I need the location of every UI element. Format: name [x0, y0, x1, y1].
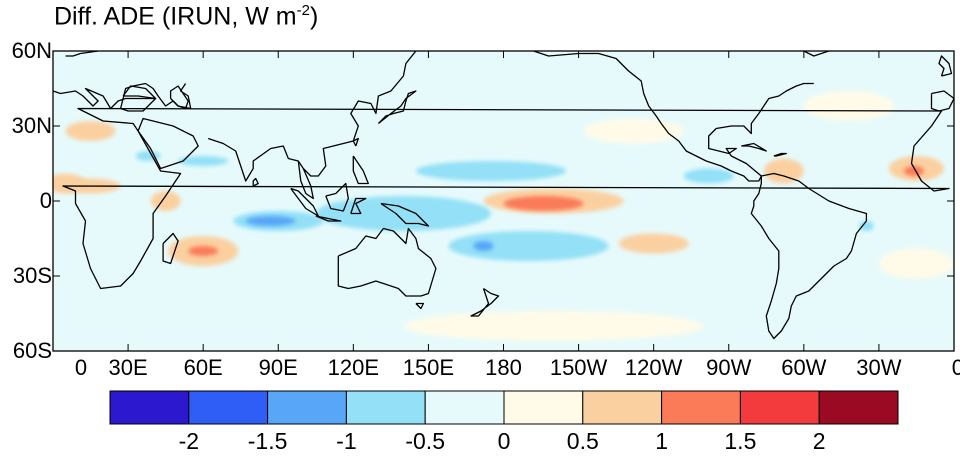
anomaly-arabian-sea-cool: [178, 156, 229, 166]
colorbar-swatch: [424, 390, 505, 425]
anomaly-eq-pacific-warm-core: [503, 196, 584, 211]
colorbar-tick-label: 0.5: [566, 428, 599, 454]
colorbar-swatch: [818, 390, 899, 425]
lat-label: 60S: [12, 338, 52, 363]
coastline-iberia: [930, 90, 954, 112]
colorbar-swatch: [739, 390, 820, 425]
coastline-borneo: [325, 182, 349, 212]
coastline-north-america: [533, 51, 814, 182]
anomaly-southern-ocean-warm: [403, 311, 704, 341]
coastline-greenland-edge: [803, 51, 830, 57]
colorbar-tick-label: 1: [655, 428, 668, 454]
coastline-taiwan: [352, 137, 359, 147]
lon-label: 150E: [402, 355, 455, 380]
anomaly-indian-ocean-cool-core: [245, 216, 296, 226]
lon-label: 60W: [781, 355, 827, 380]
anomaly-se-pacific-warm: [618, 233, 689, 254]
coastline-uk: [938, 55, 953, 77]
plot-title: Diff. ADE (IRUN, W m-2): [54, 2, 319, 31]
colorbar-swatch: [582, 390, 663, 425]
colorbar-swatch: [109, 390, 190, 425]
coastline-madagascar: [162, 232, 179, 265]
lon-label: 30W: [856, 355, 902, 380]
coastline-arabia: [137, 117, 199, 170]
colorbar-tick-label: 2: [812, 428, 826, 454]
anomaly-west-african-coast-core: [903, 166, 924, 176]
lat-label: 60N: [11, 38, 52, 63]
lon-label: 0: [74, 355, 88, 380]
anomaly-southern-ocean-cool: [203, 311, 404, 341]
coastlines: [53, 51, 954, 340]
colorbar-swatch: [661, 390, 741, 425]
coastline-sulawesi: [350, 197, 367, 215]
anomaly-north-pacific-cool: [478, 76, 654, 116]
lon-label: 180: [485, 355, 522, 380]
coastline-new-zealand: [470, 287, 500, 317]
coastline-south-america: [750, 172, 868, 340]
anomaly-north-atlantic-warm: [803, 91, 894, 121]
anomaly-red-sea-cool: [135, 151, 161, 161]
anomaly-north-pacific-warm: [583, 118, 684, 144]
colorbar-swatch: [345, 390, 426, 425]
coastline-black-sea: [122, 85, 157, 100]
coastline-sri-lanka: [252, 177, 259, 187]
anomaly-caribbean-warm: [763, 158, 804, 184]
colorbar-swatch: [267, 390, 347, 425]
coastline-hispaniola: [773, 152, 787, 157]
colorbar-swatch: [188, 390, 269, 425]
axis-ticks: [52, 50, 955, 352]
colorbar-tick-label: -1.5: [247, 428, 288, 454]
coastline-japan: [377, 90, 417, 125]
colorbar-tick-label: -1: [336, 428, 357, 454]
lon-label: 120W: [624, 355, 683, 380]
colorbar-swatch: [503, 390, 584, 425]
anomaly-south-pacific-cool: [448, 231, 609, 261]
anomaly-madagascar-warm-core: [188, 246, 219, 256]
coastline-philippines: [352, 155, 369, 185]
lon-label: 0: [951, 355, 960, 380]
coastline-africa: [62, 107, 950, 290]
coastline-cuba: [741, 142, 767, 152]
lon-label: 30E: [108, 355, 148, 380]
coastline-java: [315, 215, 342, 222]
lat-label: 0: [39, 188, 52, 213]
coastline-sumatra: [290, 187, 319, 217]
coastline-tasmania: [415, 302, 425, 310]
colorbar: [109, 390, 899, 425]
coastline-scandinavia: [65, 51, 99, 57]
coastline-new-guinea: [380, 202, 430, 227]
anomaly-east-africa-warm: [150, 191, 181, 211]
anomaly-south-pacific-cool-core: [473, 241, 494, 251]
colorbar-tick-label: 1.5: [724, 428, 757, 454]
lon-label: 90W: [706, 355, 752, 380]
colorbar-tick-label: 0: [497, 428, 511, 454]
lon-label: 150W: [549, 355, 608, 380]
colorbar-tick-label: -0.5: [405, 428, 445, 454]
anomaly-maritime-continent-cool: [315, 196, 491, 231]
lon-label: 90E: [258, 355, 298, 380]
anomaly-ne-pacific-cool: [683, 168, 734, 184]
lat-label: 30N: [11, 113, 52, 138]
anomaly-west-pacific-north-cool: [415, 161, 567, 181]
lon-label: 120E: [327, 355, 380, 380]
coastline-india: [207, 51, 417, 182]
anomaly-field: [53, 51, 954, 351]
lon-label: 60E: [183, 355, 223, 380]
coastline-malay-peninsula: [297, 160, 314, 200]
colorbar-tick-label: -2: [178, 428, 200, 454]
anomaly-south-atlantic-warm: [878, 248, 954, 279]
anomaly-brazil-coast-cool: [858, 221, 874, 231]
lat-label: 30S: [12, 263, 52, 288]
anomaly-north-africa-warm: [65, 121, 116, 141]
coastline-caspian: [169, 85, 189, 110]
coastline-australia: [337, 227, 437, 297]
